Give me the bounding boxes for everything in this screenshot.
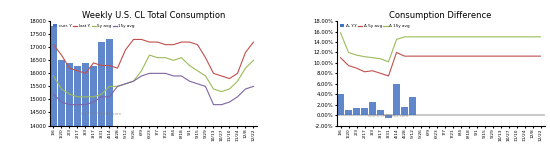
Legend: Δ, Y-Y, Δ 5y avg, Δ 15y avg: Δ, Y-Y, Δ 5y avg, Δ 15y avg [339, 22, 411, 30]
Title: Consumption Difference: Consumption Difference [389, 11, 492, 20]
Bar [393, 84, 400, 115]
Bar [386, 115, 392, 118]
Bar [369, 102, 376, 115]
Title: Weekly U.S. CL Total Consumption: Weekly U.S. CL Total Consumption [82, 11, 225, 20]
Bar [337, 94, 344, 115]
Bar [361, 108, 368, 115]
Bar [402, 107, 408, 115]
Bar [74, 66, 81, 126]
Bar [82, 63, 89, 126]
Bar [353, 108, 360, 115]
Bar [67, 63, 73, 126]
Bar [90, 66, 97, 126]
Text: GOPU TRADING.com: GOPU TRADING.com [368, 114, 408, 118]
Bar [58, 60, 65, 126]
Bar [345, 110, 351, 115]
Text: GOPU TRADING.com: GOPU TRADING.com [81, 112, 121, 116]
Legend: curr. Y, last Y., 5y avg, 15y avg: curr. Y, last Y., 5y avg, 15y avg [52, 22, 136, 30]
Bar [98, 42, 105, 126]
Bar [50, 26, 57, 126]
Bar [106, 39, 113, 126]
Bar [409, 97, 416, 115]
Bar [377, 110, 384, 115]
